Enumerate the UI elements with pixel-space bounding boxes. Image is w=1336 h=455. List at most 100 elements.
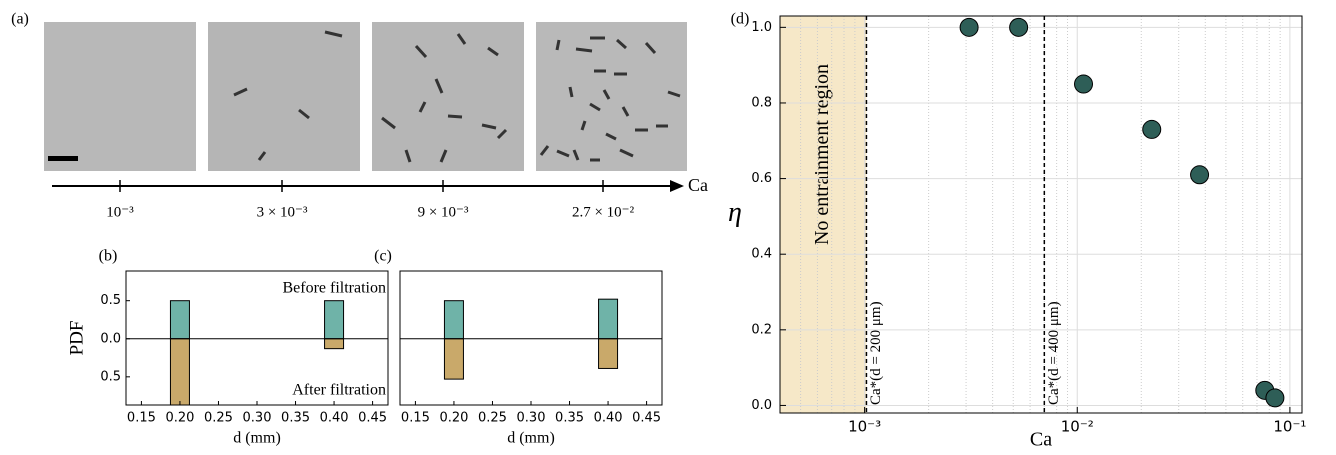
y-tick-label: 0.5 — [100, 369, 121, 384]
rod — [539, 145, 550, 156]
rod — [644, 41, 657, 55]
bar — [324, 338, 345, 350]
axis-arrow — [670, 180, 684, 192]
y-tick-label: 1.0 — [751, 20, 772, 35]
y-axis-label: PDF — [66, 321, 87, 356]
plot-frame — [779, 15, 1303, 414]
series-label: Before filtration — [282, 280, 386, 297]
x-tick-label: 0.30 — [243, 411, 272, 426]
bar — [598, 338, 619, 369]
rod — [414, 44, 428, 59]
rod — [572, 149, 580, 161]
bar — [443, 300, 464, 340]
point — [959, 17, 979, 37]
x-tick-label: 0.25 — [204, 411, 233, 426]
x-tick-label: 0.25 — [478, 411, 507, 426]
rod — [233, 87, 248, 97]
x-tick-label: 10⁻² — [1061, 418, 1094, 436]
x-axis-label: d (mm) — [507, 430, 555, 447]
panel-label: (c) — [374, 248, 392, 265]
point — [1074, 74, 1094, 94]
plot-frame — [125, 270, 389, 406]
bar — [169, 300, 190, 340]
rod — [298, 108, 310, 120]
x-tick-label: 0.40 — [594, 411, 623, 426]
photo — [44, 22, 196, 171]
rod — [621, 106, 630, 117]
region-label: No entrainment region — [811, 64, 833, 245]
rod — [447, 114, 463, 119]
photo — [372, 22, 524, 171]
bar — [443, 338, 464, 380]
rod — [555, 39, 561, 51]
axis-tick-label: 3 × 10⁻³ — [257, 204, 308, 220]
panel-label: (a) — [11, 11, 29, 28]
scale-bar — [48, 156, 78, 161]
rod — [556, 149, 570, 158]
point — [1142, 119, 1162, 139]
photo — [536, 22, 687, 171]
plot-frame — [399, 270, 663, 406]
x-axis-label: d (mm) — [233, 430, 281, 447]
region — [780, 16, 867, 413]
y-tick-label: 0.5 — [100, 293, 121, 308]
threshold-label: Ca*(d = 200 μm) — [868, 301, 884, 405]
y-tick-label: 0.6 — [751, 171, 772, 186]
rod — [257, 151, 267, 161]
x-tick-label: 0.45 — [632, 411, 661, 426]
series-label: After filtration — [292, 382, 386, 399]
y-tick-label: 0.8 — [751, 95, 772, 110]
rod — [589, 102, 601, 112]
photo — [208, 22, 360, 171]
x-tick-label: 0.35 — [281, 411, 310, 426]
rod — [605, 132, 617, 141]
point — [1265, 388, 1285, 408]
rod — [381, 116, 396, 130]
axis-tick-label: 2.7 × 10⁻² — [572, 204, 635, 220]
rod — [439, 149, 448, 163]
x-tick-label: 0.45 — [358, 411, 387, 426]
y-tick-label: 0.0 — [751, 398, 772, 413]
bar — [598, 298, 619, 340]
threshold-label: Ca*(d = 400 μm) — [1046, 301, 1062, 405]
x-tick-label: 0.40 — [320, 411, 349, 426]
x-tick-label: 0.20 — [439, 411, 468, 426]
rod — [575, 47, 593, 53]
rod — [580, 120, 587, 131]
axis-tick-label: 10⁻³ — [106, 204, 134, 220]
rod — [619, 148, 634, 158]
axis-tick-label: 9 × 10⁻³ — [418, 204, 469, 220]
panel-label: (d) — [731, 11, 750, 28]
x-tick-label: 0.35 — [555, 411, 584, 426]
x-tick-label: 10⁻³ — [848, 418, 881, 436]
rod — [602, 89, 611, 100]
x-axis-label: Ca — [1030, 429, 1052, 451]
x-tick-label: 10⁻¹ — [1273, 418, 1306, 436]
rod — [667, 90, 681, 98]
rod — [434, 78, 444, 94]
rod — [496, 128, 508, 140]
rod — [481, 123, 497, 130]
rod — [324, 30, 343, 38]
bar — [324, 300, 345, 340]
x-tick-label: 0.30 — [517, 411, 546, 426]
rod — [487, 46, 499, 57]
photos — [44, 22, 687, 171]
rod — [616, 38, 627, 50]
panel-label: (b) — [99, 248, 118, 265]
x-tick-label: 0.20 — [165, 411, 194, 426]
x-tick-label: 0.15 — [401, 411, 430, 426]
y-tick-label: 0.4 — [751, 247, 772, 262]
point — [1190, 165, 1210, 185]
point — [1009, 17, 1029, 37]
rod — [456, 33, 467, 45]
rod — [568, 86, 574, 98]
axis-label: Ca — [688, 175, 708, 195]
y-axis-label: η — [728, 197, 742, 228]
y-tick-label: 0.2 — [751, 322, 772, 337]
y-tick-label: 0.0 — [100, 331, 121, 346]
rod — [404, 149, 412, 163]
rod — [418, 101, 427, 113]
x-tick-label: 0.15 — [127, 411, 156, 426]
